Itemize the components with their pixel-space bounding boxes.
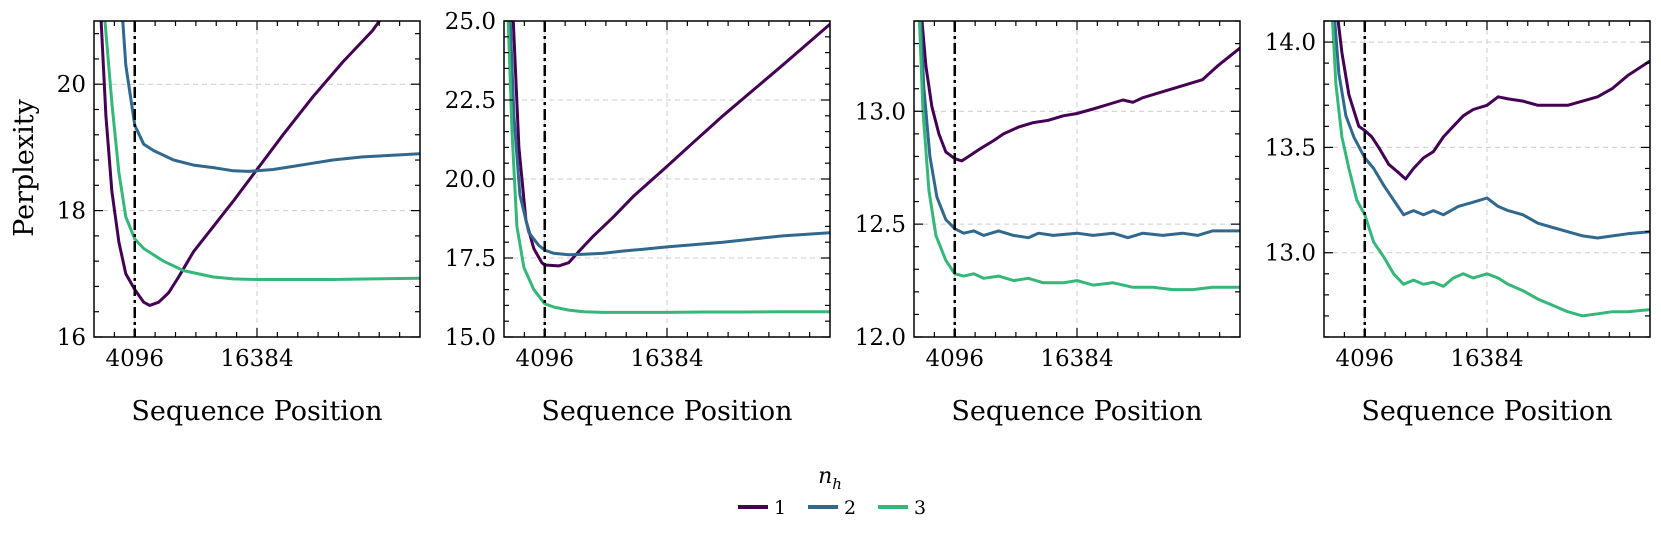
y-tick-label: 17.5 <box>445 246 496 272</box>
series-group <box>1331 21 1650 318</box>
series-line-nh-3 <box>103 21 420 281</box>
series-group <box>917 21 1240 292</box>
x-axis-label: Sequence Position <box>951 396 1202 427</box>
y-tick-label: 25.0 <box>445 9 496 35</box>
x-tick-label: 16384 <box>220 346 293 372</box>
series-line-nh-3 <box>1331 21 1650 318</box>
series-line-nh-1 <box>511 21 830 268</box>
y-tick-label: 13.0 <box>1265 241 1316 267</box>
legend-label: 3 <box>914 497 926 519</box>
series-line-nh-2 <box>919 21 1240 240</box>
y-tick-label: 18 <box>57 199 86 225</box>
chart-panel-1: 16 18 20 4096 16384 Sequence Position <box>57 20 421 427</box>
x-axis-label: Sequence Position <box>131 396 382 427</box>
y-axis-label: Perplexity <box>9 98 40 236</box>
series-line-nh-2 <box>121 21 420 173</box>
legend-entry-3: 3 <box>878 497 926 519</box>
y-tick-label: 22.5 <box>445 88 496 114</box>
x-axis-label: Sequence Position <box>1361 396 1612 427</box>
x-tick-label: 16384 <box>1450 346 1523 372</box>
series-group <box>99 21 420 307</box>
series-line-nh-2 <box>1333 21 1650 240</box>
y-tick-label: 15.0 <box>445 325 496 351</box>
series-line-nh-2 <box>508 21 830 257</box>
series-line-nh-1 <box>1336 21 1650 181</box>
x-tick-label: 4096 <box>105 346 164 372</box>
x-axis-label: Sequence Position <box>541 396 792 427</box>
series-line-nh-1 <box>99 21 382 307</box>
legend-label: 2 <box>844 497 856 519</box>
series-line-nh-1 <box>920 21 1240 163</box>
series-line-nh-3 <box>506 21 830 314</box>
series-group <box>506 21 830 314</box>
legend-title: nh <box>818 464 842 493</box>
legend-label: 1 <box>774 497 786 519</box>
legend-entry-2: 2 <box>808 497 856 519</box>
series-line-nh-3 <box>917 21 1240 292</box>
y-tick-label: 20 <box>57 72 86 98</box>
y-tick-label: 20.0 <box>445 167 496 193</box>
y-tick-label: 12.0 <box>855 325 906 351</box>
legend: nh 1 2 3 <box>738 464 926 519</box>
chart-panel-2: 15.0 17.5 20.0 22.5 25.0 4096 16384 Sequence Po… <box>445 9 831 427</box>
chart-panel-4: 13.0 13.5 14.0 4096 16384 Sequence Position <box>1265 20 1651 427</box>
y-tick-label: 13.5 <box>1265 135 1316 161</box>
x-tick-label: 16384 <box>1040 346 1113 372</box>
x-tick-label: 4096 <box>515 346 574 372</box>
y-tick-label: 13.0 <box>855 99 906 125</box>
x-tick-label: 16384 <box>630 346 703 372</box>
x-tick-label: 4096 <box>1335 346 1394 372</box>
legend-title-subscript: h <box>832 475 842 493</box>
y-tick-label: 16 <box>57 325 86 351</box>
chart-panel-3: 12.0 12.5 13.0 4096 16384 Sequence Position <box>855 20 1241 427</box>
x-tick-label: 4096 <box>925 346 984 372</box>
legend-entry-1: 1 <box>738 497 786 519</box>
chart-panels: 16 18 20 4096 16384 Sequence Position 15.0 17.5… <box>57 9 1651 427</box>
y-tick-label: 14.0 <box>1265 30 1316 56</box>
y-tick-label: 12.5 <box>855 212 906 238</box>
